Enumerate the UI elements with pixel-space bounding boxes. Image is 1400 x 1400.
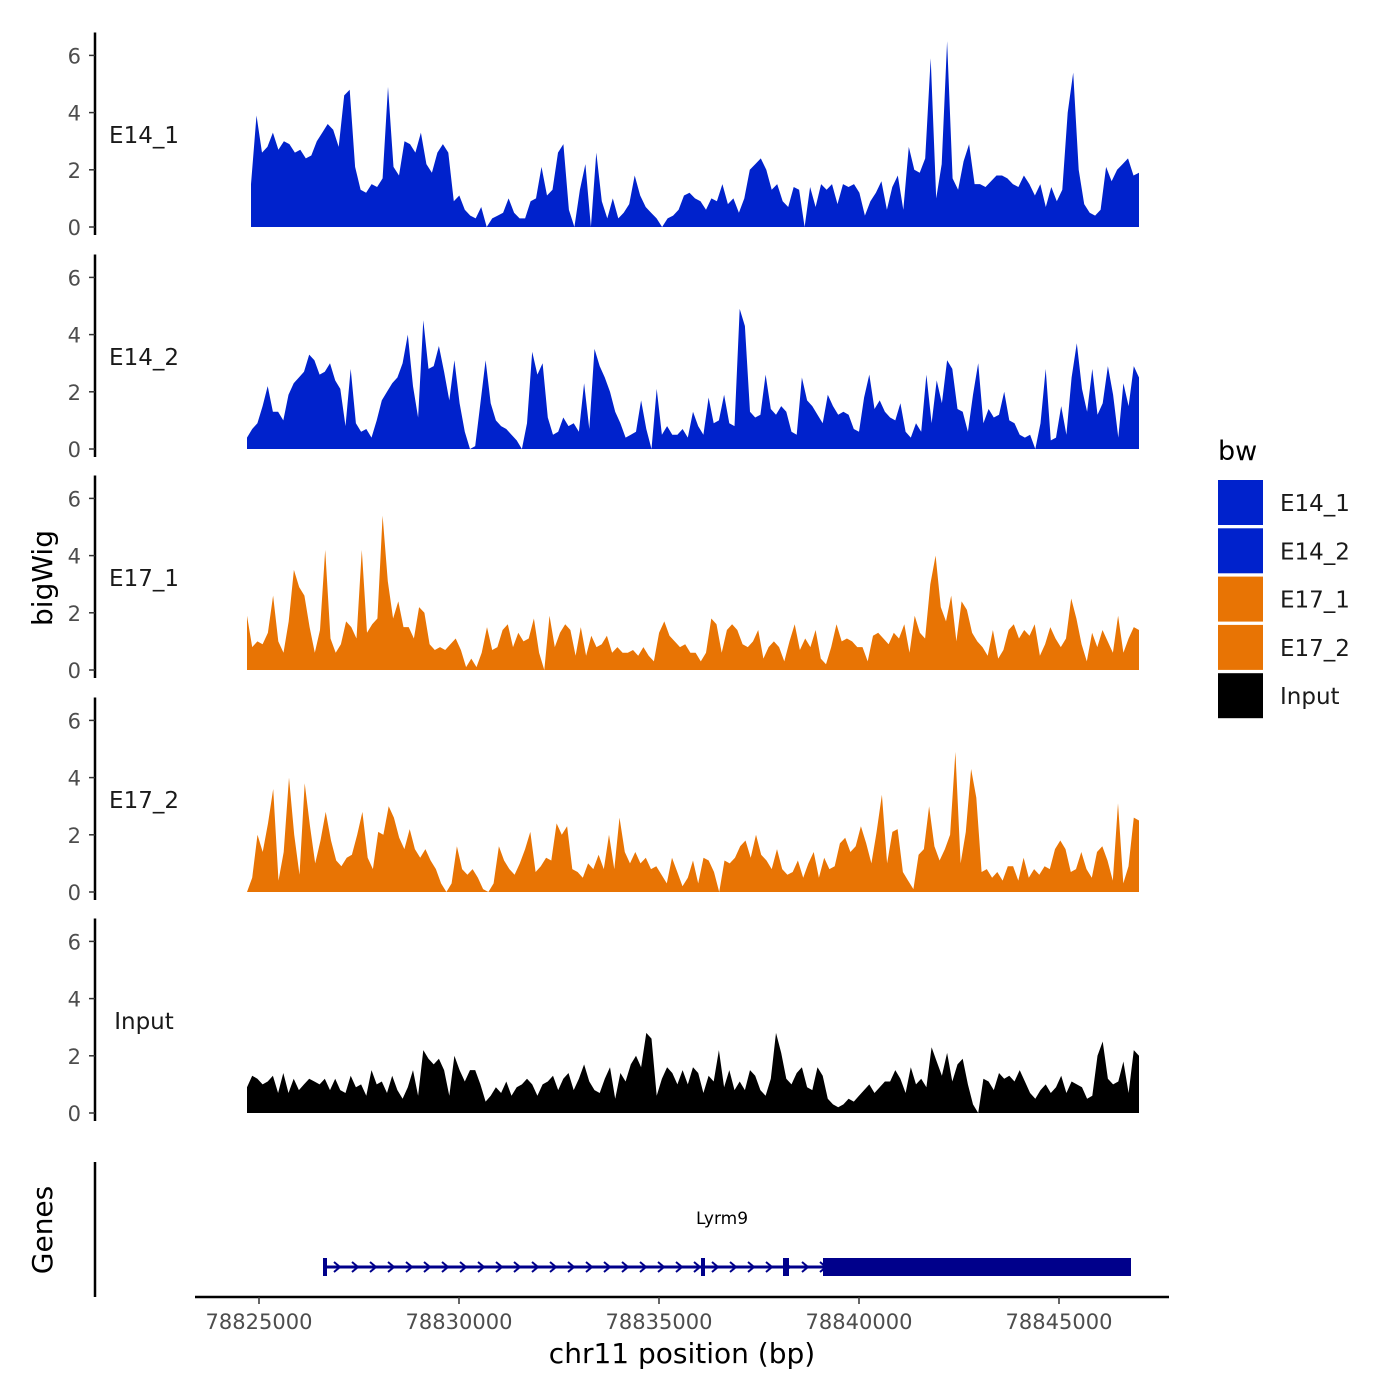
legend: bw E14_1 E14_2 E17_1 E17_2 Input: [1218, 436, 1350, 719]
y-tick-label: 4: [68, 988, 81, 1012]
strand-arrow: [549, 1261, 558, 1273]
strand-arrow: [513, 1261, 522, 1273]
y-tick-label: 2: [68, 159, 81, 183]
track-label-input: Input: [114, 1009, 174, 1035]
strand-arrow: [747, 1261, 756, 1273]
gene-exon: [701, 1258, 705, 1276]
track-e14-2: 0 2 4 6 E14_2: [68, 254, 1139, 462]
legend-item-e17-1: E17_1: [1218, 576, 1350, 622]
legend-swatch: [1218, 528, 1263, 574]
strand-arrow: [693, 1261, 702, 1273]
legend-item-input: Input: [1218, 673, 1340, 719]
legend-item-e14-1: E14_1: [1218, 480, 1350, 525]
y-tick-label: 6: [68, 709, 81, 733]
strand-arrow: [765, 1261, 774, 1273]
coverage-area-e14-2: [247, 308, 1139, 449]
legend-label: Input: [1280, 684, 1340, 710]
strand-arrow: [639, 1261, 648, 1273]
strand-arrow: [423, 1261, 432, 1273]
strand-arrow: [495, 1261, 504, 1273]
track-label-e17-1: E17_1: [109, 566, 179, 592]
y-tick-label: 0: [68, 438, 81, 462]
track-input: 0 2 4 6 Input: [68, 918, 1139, 1126]
y-tick-label: 2: [68, 1045, 81, 1069]
track-label-e14-1: E14_1: [109, 123, 179, 149]
coverage-area-e17-1: [247, 515, 1139, 670]
track-e17-2: 0 2 4 6 E17_2: [68, 697, 1139, 905]
y-tick-label: 6: [68, 930, 81, 954]
strand-arrow: [729, 1261, 738, 1273]
legend-swatch: [1218, 673, 1263, 719]
strand-arrow: [351, 1261, 360, 1273]
strand-arrow: [441, 1261, 450, 1273]
coverage-area-input: [247, 1032, 1139, 1113]
gene-exon: [323, 1258, 327, 1276]
y-tick-label: 4: [68, 767, 81, 791]
coverage-tracks: 0 2 4 6 E14_1 0 2 4 6 E14_2 0 2 4 6 E17_1 0 2 4 6 E17_2 0 2 4 6…: [68, 32, 1139, 1126]
y-tick-label: 0: [68, 881, 81, 905]
strand-arrow: [603, 1261, 612, 1273]
x-tick-label: 78835000: [606, 1310, 713, 1334]
track-e17-1: 0 2 4 6 E17_1: [68, 475, 1139, 683]
strand-arrow: [477, 1261, 486, 1273]
track-label-e14-2: E14_2: [109, 345, 179, 371]
y-tick-label: 0: [68, 659, 81, 683]
legend-item-e14-2: E14_2: [1218, 528, 1350, 574]
strand-arrow: [567, 1261, 576, 1273]
y-tick-label: 6: [68, 266, 81, 290]
y-tick-label: 0: [68, 1102, 81, 1126]
y-tick-label: 6: [68, 487, 81, 511]
strand-arrow: [369, 1261, 378, 1273]
y-axis-title: bigWig: [26, 530, 59, 626]
y-tick-label: 6: [68, 44, 81, 68]
strand-arrow: [585, 1261, 594, 1273]
x-tick-label: 78825000: [206, 1310, 313, 1334]
coverage-area-e17-2: [247, 751, 1139, 892]
x-tick-label: 78845000: [1006, 1310, 1113, 1334]
gene-lyrm9: Lyrm9: [323, 1209, 1131, 1276]
x-axis-title: chr11 position (bp): [549, 1337, 815, 1370]
y-tick-label: 4: [68, 102, 81, 126]
y-tick-label: 0: [68, 216, 81, 240]
legend-swatch: [1218, 480, 1263, 525]
y-tick-label: 2: [68, 381, 81, 405]
legend-label: E14_1: [1280, 491, 1350, 517]
legend-swatch: [1218, 576, 1263, 622]
strand-arrow: [459, 1261, 468, 1273]
gene-exon: [823, 1258, 1131, 1276]
strand-arrow: [333, 1261, 342, 1273]
gene-exon: [783, 1258, 789, 1276]
strand-arrow: [531, 1261, 540, 1273]
genes-axis-title: Genes: [26, 1186, 59, 1274]
legend-item-e17-2: E17_2: [1218, 624, 1350, 670]
legend-swatch: [1218, 624, 1263, 670]
x-tick-label: 78840000: [806, 1310, 913, 1334]
y-tick-label: 2: [68, 824, 81, 848]
strand-arrow: [621, 1261, 630, 1273]
y-tick-label: 4: [68, 545, 81, 569]
strand-arrow: [675, 1261, 684, 1273]
strand-arrow: [711, 1261, 720, 1273]
x-tick-label: 78830000: [406, 1310, 513, 1334]
gene-track: Lyrm9: [93, 1162, 1131, 1297]
x-axis: 78825000 78830000 78835000 78840000 78845000: [195, 1295, 1169, 1334]
y-tick-label: 4: [68, 324, 81, 348]
track-e14-1: 0 2 4 6 E14_1: [68, 32, 1139, 240]
gene-label-lyrm9: Lyrm9: [696, 1209, 748, 1229]
track-label-e17-2: E17_2: [109, 788, 179, 814]
legend-label: E14_2: [1280, 539, 1350, 565]
strand-arrow: [801, 1261, 810, 1273]
strand-arrow: [387, 1261, 396, 1273]
legend-label: E17_1: [1280, 588, 1350, 614]
coverage-area-e14-1: [251, 41, 1139, 227]
y-tick-label: 2: [68, 602, 81, 626]
strand-arrow: [405, 1261, 414, 1273]
strand-arrow: [657, 1261, 666, 1273]
legend-title: bw: [1218, 436, 1257, 467]
legend-label: E17_2: [1280, 636, 1350, 662]
